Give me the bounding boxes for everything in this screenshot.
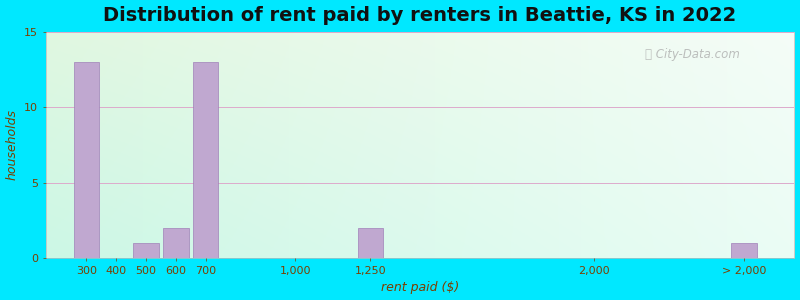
Bar xyxy=(134,243,158,258)
X-axis label: rent paid ($): rent paid ($) xyxy=(381,281,459,294)
Bar xyxy=(74,62,99,258)
Bar xyxy=(193,62,218,258)
Bar xyxy=(358,228,383,258)
Y-axis label: households: households xyxy=(6,110,18,181)
Text: ⓘ City-Data.com: ⓘ City-Data.com xyxy=(645,47,739,61)
Bar xyxy=(163,228,189,258)
Bar xyxy=(731,243,757,258)
Title: Distribution of rent paid by renters in Beattie, KS in 2022: Distribution of rent paid by renters in … xyxy=(103,6,737,25)
